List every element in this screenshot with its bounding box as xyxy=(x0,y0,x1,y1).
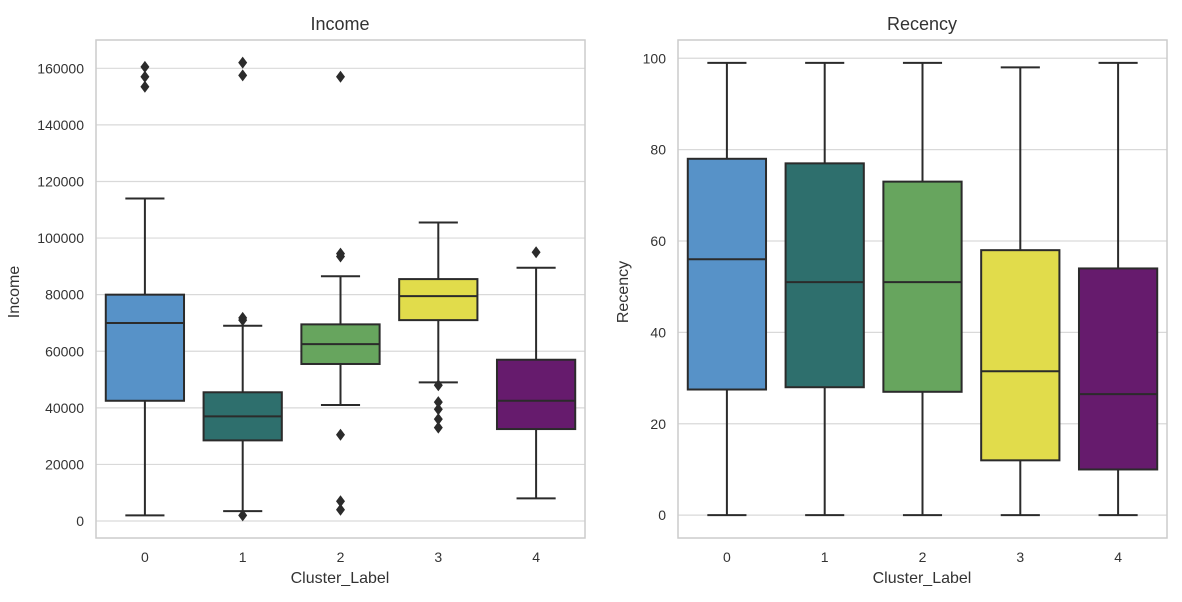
box-iqr xyxy=(495,358,577,431)
income-box-cluster-4 xyxy=(495,246,577,500)
income-y-axis-label: Income xyxy=(6,266,23,319)
outlier-point xyxy=(238,311,248,324)
outlier-point xyxy=(336,495,345,508)
outlier-point xyxy=(238,69,248,82)
box-iqr xyxy=(1077,267,1159,471)
income-plot-frame xyxy=(95,39,586,539)
income-x-axis-label: Cluster_Label xyxy=(291,570,390,587)
income-y-tick-label: 100000 xyxy=(37,230,84,246)
income-y-tick-label: 160000 xyxy=(37,60,84,76)
income-x-tick-label: 0 xyxy=(141,549,149,565)
recency-y-axis-label: Recency xyxy=(615,261,632,323)
income-y-tick-label: 120000 xyxy=(37,173,84,189)
recency-plot-frame xyxy=(677,39,1168,539)
box-iqr xyxy=(686,157,768,391)
income-x-tick-label: 4 xyxy=(532,549,540,565)
income-y-tick-label: 80000 xyxy=(45,287,84,303)
income-box-cluster-2 xyxy=(300,70,381,516)
outlier-point xyxy=(238,509,248,522)
outlier-point xyxy=(336,503,345,516)
outlier-point xyxy=(238,56,248,69)
recency-y-tick-label: 60 xyxy=(650,233,666,249)
outlier-point xyxy=(140,70,150,83)
income-y-tick-label: 20000 xyxy=(45,456,84,472)
outlier-point xyxy=(433,413,443,426)
income-title: Income xyxy=(310,14,369,34)
income-x-tick-label: 2 xyxy=(337,549,345,565)
income-x-tick-label: 1 xyxy=(239,549,247,565)
income-y-tick-label: 140000 xyxy=(37,117,84,133)
outlier-point xyxy=(336,70,345,83)
outlier-point xyxy=(140,80,150,93)
outlier-point xyxy=(433,403,443,416)
income-box-cluster-1 xyxy=(202,56,283,522)
recency-x-tick-label: 2 xyxy=(919,549,927,565)
box-iqr xyxy=(398,278,479,322)
income-y-tick-label: 40000 xyxy=(45,400,84,416)
recency-box-cluster-3 xyxy=(980,66,1061,517)
outlier-point xyxy=(433,396,443,409)
outlier-point xyxy=(531,246,541,259)
recency-x-tick-label: 1 xyxy=(821,549,829,565)
recency-x-axis-label: Cluster_Label xyxy=(873,570,972,587)
outlier-point xyxy=(433,421,443,434)
box-iqr xyxy=(784,162,865,389)
recency-box-cluster-2 xyxy=(882,61,963,517)
recency-y-tick-label: 40 xyxy=(650,324,666,340)
income-y-tick-label: 0 xyxy=(76,513,84,529)
recency-x-tick-label: 3 xyxy=(1016,549,1024,565)
income-x-tick-label: 3 xyxy=(434,549,442,565)
income-box-cluster-0 xyxy=(104,60,186,517)
recency-y-tick-label: 0 xyxy=(658,507,666,523)
income-y-tick-label: 60000 xyxy=(45,343,84,359)
outlier-point xyxy=(140,60,150,73)
recency-panel: Recency Recency Cluster_Label 0204060801… xyxy=(615,14,1168,587)
recency-title: Recency xyxy=(887,14,957,34)
income-box-cluster-3 xyxy=(398,221,479,434)
recency-box-cluster-4 xyxy=(1077,61,1159,517)
recency-y-tick-label: 20 xyxy=(650,416,666,432)
box-iqr xyxy=(980,249,1061,462)
box-iqr xyxy=(882,180,963,393)
recency-y-tick-label: 100 xyxy=(643,50,667,66)
recency-y-tick-label: 80 xyxy=(650,142,666,158)
outlier-point xyxy=(336,247,345,260)
outlier-point xyxy=(433,379,443,392)
recency-x-tick-label: 4 xyxy=(1114,549,1122,565)
recency-x-tick-label: 0 xyxy=(723,549,731,565)
income-panel: Income Income Cluster_Label 0 20000 40000 6… xyxy=(6,14,586,587)
recency-box-cluster-0 xyxy=(686,61,768,517)
recency-box-cluster-1 xyxy=(784,61,865,517)
outlier-point xyxy=(336,428,345,441)
box-iqr xyxy=(104,293,186,402)
